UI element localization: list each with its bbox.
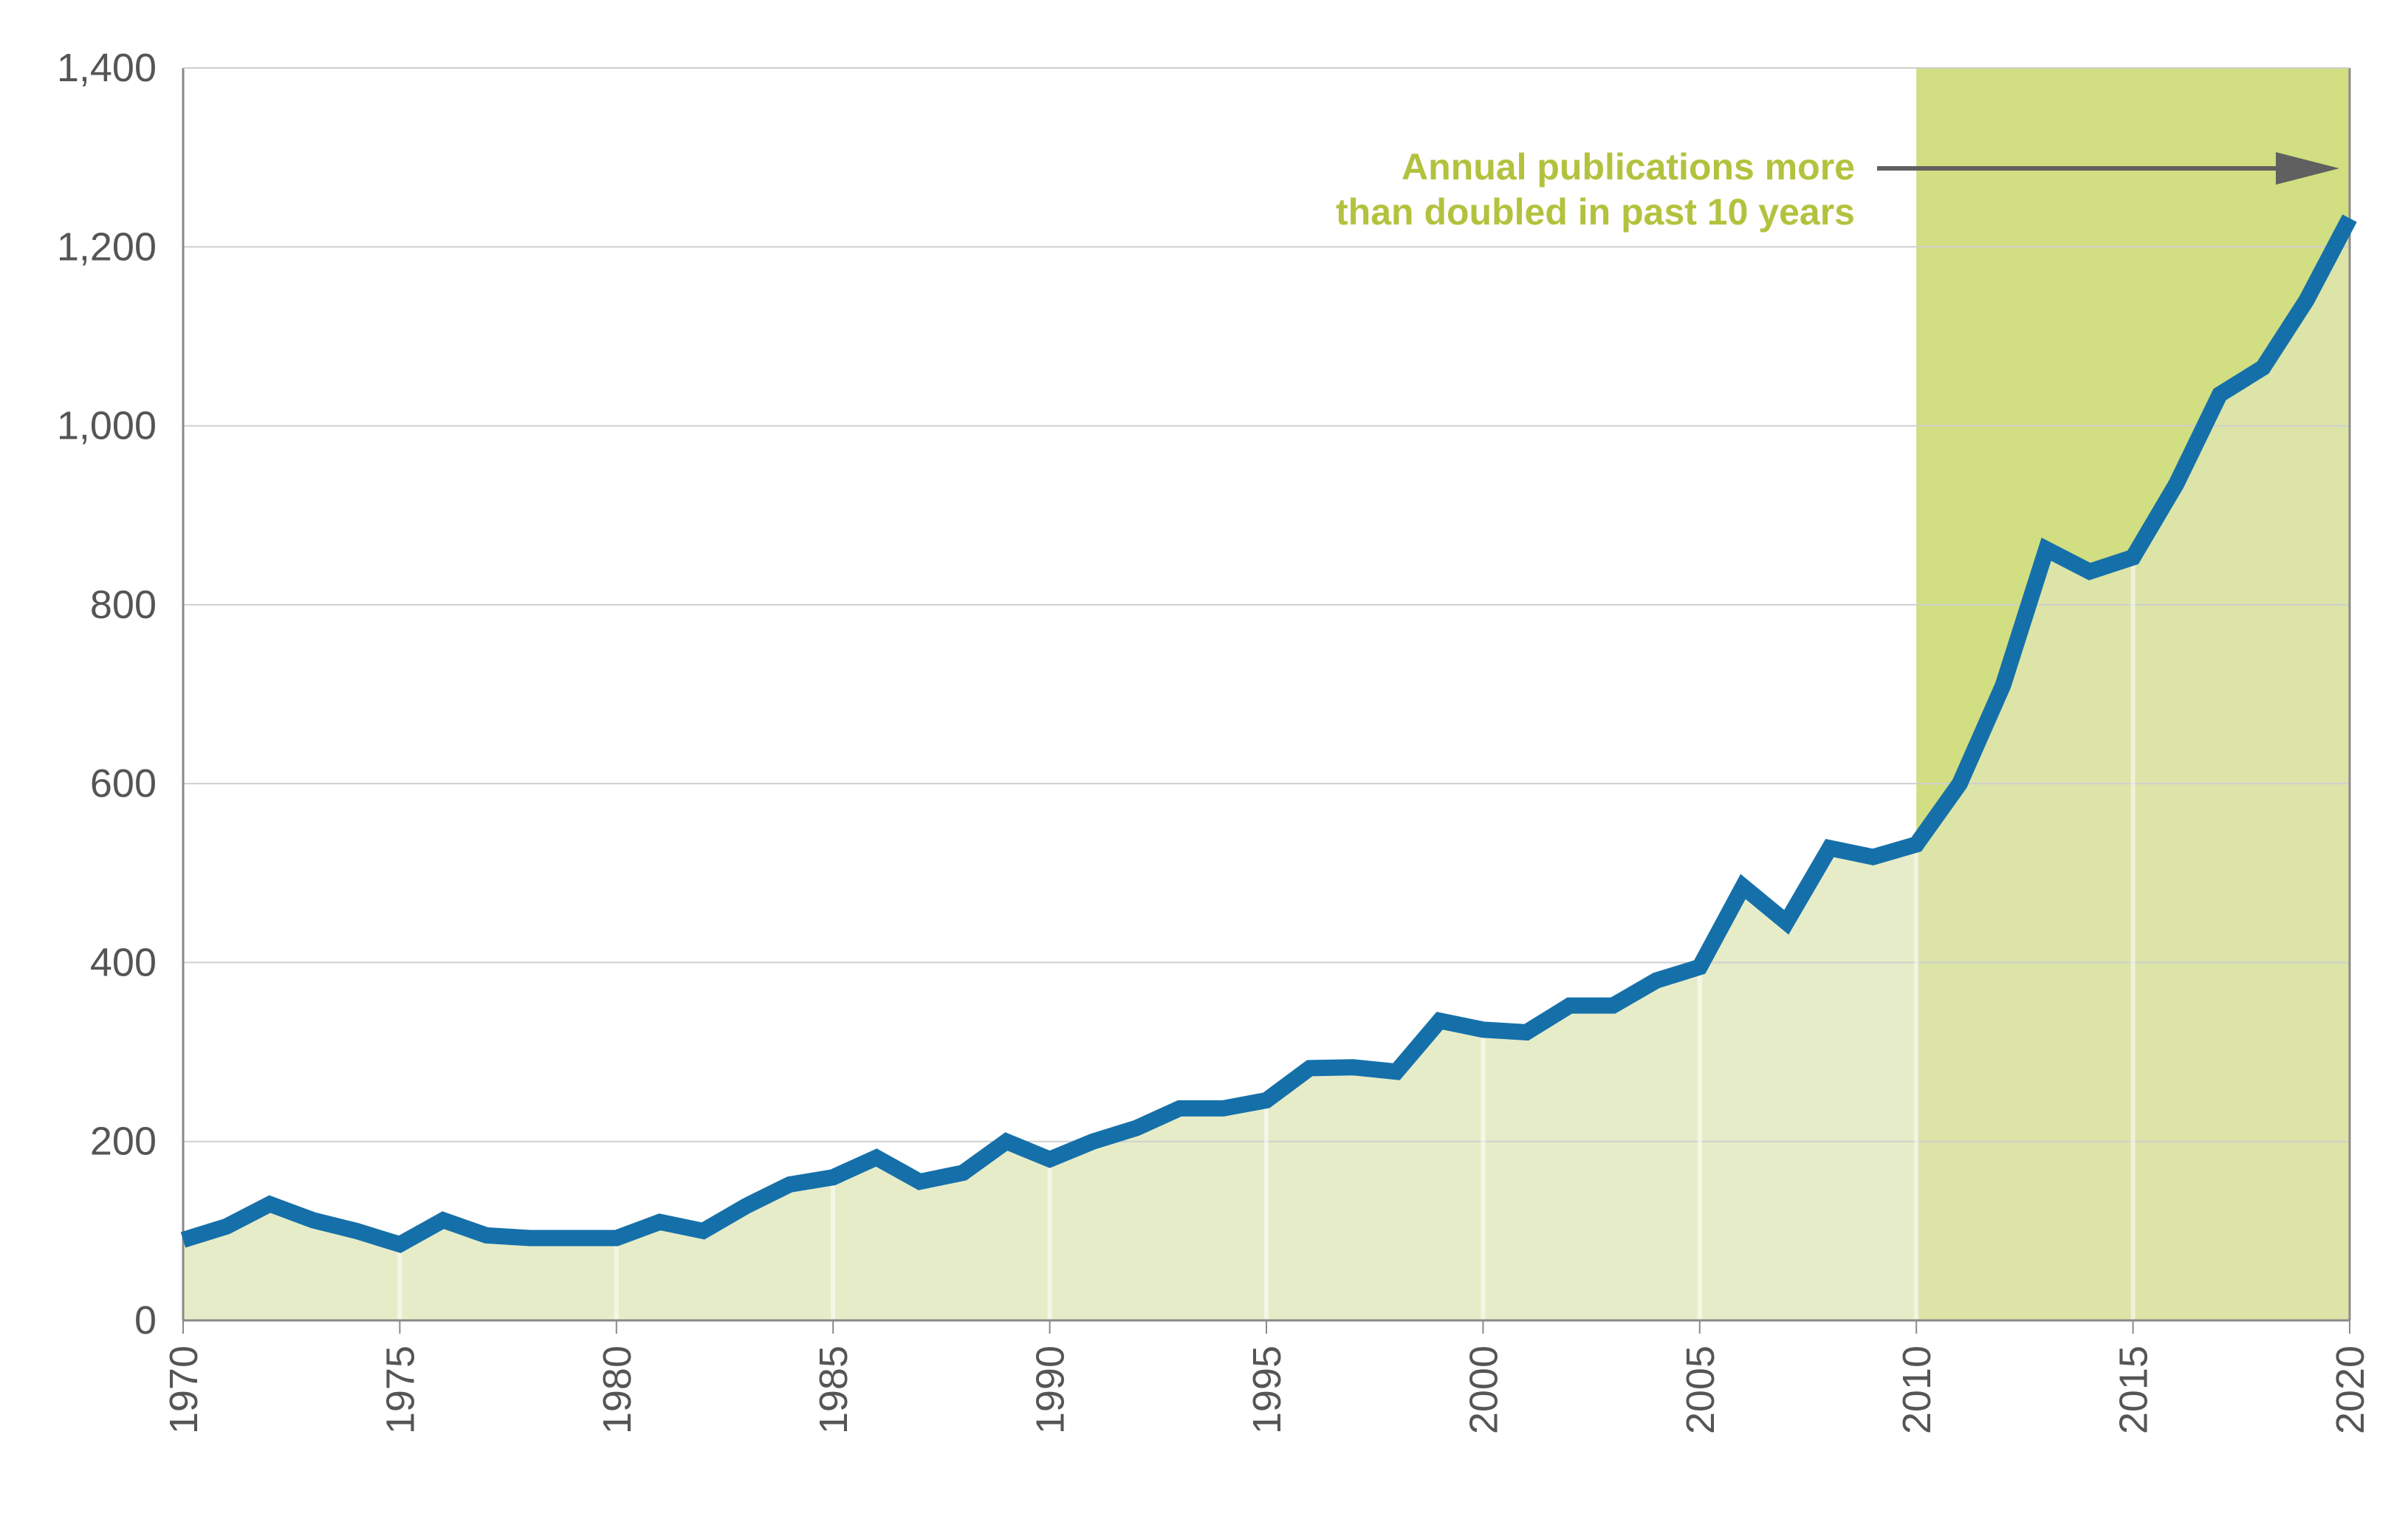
- tick-labels-layer: 0 200 400 600 800 1,000 1,200 1,400 1970 1975 1980…: [57, 46, 2373, 1434]
- axes-layer: [182, 67, 2351, 1334]
- x-tick-label: 2005: [1678, 1346, 1723, 1434]
- annotation-text-line1: Annual publications more: [1402, 146, 1855, 188]
- x-tick-label: 1990: [1029, 1346, 1073, 1434]
- y-tick-label: 1,000: [57, 404, 157, 448]
- x-tick-label: 2020: [2328, 1346, 2373, 1434]
- series-line: [180, 214, 2357, 1253]
- annotation-text-line2: than doubled in past 10 years: [1336, 191, 1855, 233]
- y-tick-label: 1,200: [57, 224, 157, 269]
- y-tick-label: 200: [90, 1120, 157, 1164]
- x-tick-label: 1995: [1245, 1346, 1289, 1434]
- area-under-line: [183, 218, 2350, 1320]
- y-tick-label: 0: [134, 1298, 157, 1343]
- y-tick-label: 400: [90, 940, 157, 984]
- x-tick-label: 1980: [595, 1346, 639, 1434]
- x-tick-label: 1985: [812, 1346, 856, 1434]
- area-fill-layer: [183, 218, 2350, 1320]
- annotation-layer: Annual publications more than doubled in…: [1336, 146, 2339, 233]
- series-line-layer: [180, 214, 2357, 1253]
- x-tick-label: 2010: [1895, 1346, 1939, 1434]
- annotation-arrow-head: [2276, 152, 2339, 185]
- y-tick-label: 600: [90, 761, 157, 806]
- y-tick-label: 800: [90, 583, 157, 627]
- x-tick-label: 2000: [1461, 1346, 1506, 1434]
- x-tick-label: 1975: [378, 1346, 422, 1434]
- x-tick-label: 1970: [162, 1346, 206, 1434]
- x-tick-label: 2015: [2112, 1346, 2156, 1434]
- y-tick-label: 1,400: [57, 46, 157, 90]
